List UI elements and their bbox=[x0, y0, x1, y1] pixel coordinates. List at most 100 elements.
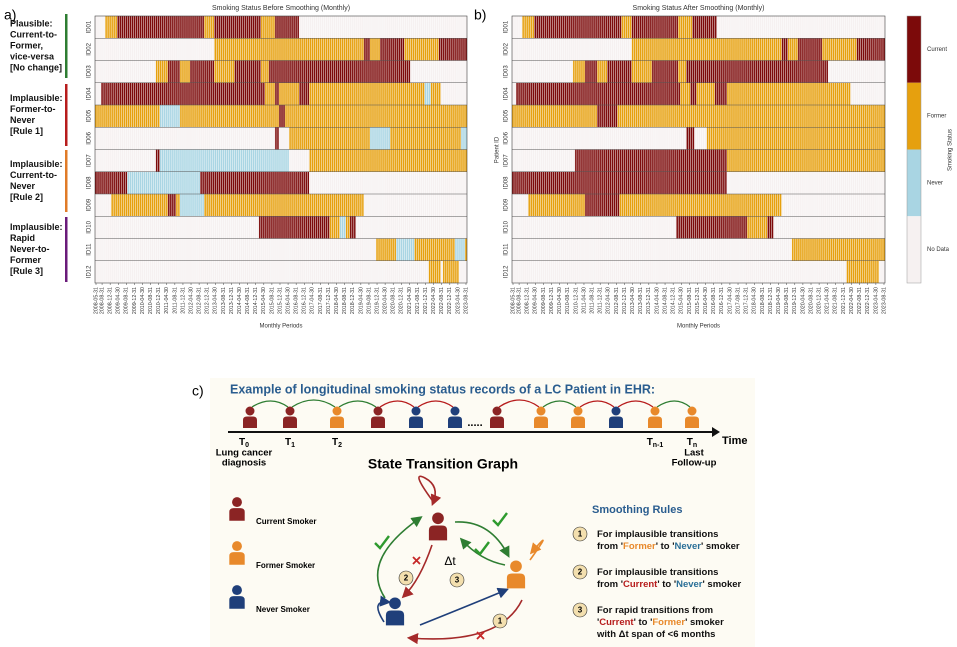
time-tick: T2 bbox=[332, 437, 342, 449]
x-tick-label: 2018-12-31 bbox=[350, 287, 356, 314]
x-tick-label: 2021-08-31 bbox=[833, 287, 839, 314]
tick-main: T bbox=[239, 437, 245, 448]
colorbar-label: Current bbox=[927, 47, 947, 53]
row-label: ID12 bbox=[504, 265, 510, 278]
annotation-line: [Rule 3] bbox=[10, 266, 43, 276]
tick-sub: n-1 bbox=[653, 442, 664, 449]
icon-head bbox=[232, 541, 242, 552]
status-segment bbox=[95, 38, 215, 61]
x-tick-label: 2016-08-31 bbox=[711, 287, 717, 314]
x-tick-label: 2022-04-30 bbox=[431, 287, 437, 314]
status-segment bbox=[234, 60, 261, 83]
rule-text: ' smoker bbox=[685, 617, 724, 628]
icon-body bbox=[609, 416, 623, 428]
rule-text: Never bbox=[675, 541, 702, 552]
rule-line: from 'Former' to 'Never' smoker bbox=[597, 541, 740, 552]
x-tick-label: 2009-08-31 bbox=[541, 287, 547, 314]
x-tick-label: 2012-04-30 bbox=[606, 287, 612, 314]
rule-line: For implausible transitions bbox=[597, 529, 718, 540]
x-tick-label: 2008-08-31 bbox=[99, 287, 105, 314]
x-tick-label: 2023-04-30 bbox=[455, 287, 461, 314]
annotation-line: [Rule 2] bbox=[10, 192, 43, 202]
x-tick-label: 2021-04-30 bbox=[825, 287, 831, 314]
row-label: ID12 bbox=[87, 265, 93, 278]
status-segment bbox=[534, 16, 622, 39]
x-tick-label: 2013-08-31 bbox=[638, 287, 644, 314]
x-tick-label: 2012-08-31 bbox=[614, 287, 620, 314]
legend-icon bbox=[229, 497, 245, 521]
row-label: ID06 bbox=[504, 131, 510, 144]
icon-body bbox=[371, 416, 385, 428]
x-tick-label: 2010-04-30 bbox=[140, 287, 146, 314]
x-tick-label: 2017-08-31 bbox=[735, 287, 741, 314]
rule-line: from 'Current' to 'Never' smoker bbox=[597, 579, 742, 590]
icon-head bbox=[492, 406, 502, 416]
icon-body bbox=[534, 416, 548, 428]
x-tick-label: 2008-12-31 bbox=[108, 287, 114, 314]
badge-label: 3 bbox=[455, 576, 460, 585]
status-segment bbox=[621, 16, 632, 39]
x-tick-label: 2019-08-31 bbox=[784, 287, 790, 314]
x-tick-label: 2022-12-31 bbox=[865, 287, 871, 314]
rule-text: from ' bbox=[597, 579, 623, 590]
row-label: ID01 bbox=[504, 20, 510, 33]
icon-body bbox=[229, 552, 245, 565]
status-segment bbox=[878, 260, 885, 283]
panel-label: c) bbox=[192, 383, 204, 399]
delta-label: Δt bbox=[444, 554, 456, 568]
row-label: ID08 bbox=[87, 176, 93, 189]
row-label: ID09 bbox=[504, 198, 510, 211]
x-tick-label: 2020-12-31 bbox=[399, 287, 405, 314]
status-segment bbox=[396, 238, 415, 261]
status-segment bbox=[696, 82, 715, 105]
icon-head bbox=[611, 406, 621, 416]
rule-text: ' to ' bbox=[634, 617, 653, 628]
x-tick-label: 2013-12-31 bbox=[229, 287, 235, 314]
status-segment bbox=[430, 82, 441, 105]
timeline-arrow bbox=[712, 427, 720, 437]
rule-line: For implausible transitions bbox=[597, 567, 718, 578]
icon-head bbox=[411, 406, 421, 416]
legend-label: Current Smoker bbox=[256, 517, 316, 526]
rule-text: Former bbox=[623, 541, 656, 552]
time-tick: Tn bbox=[687, 437, 697, 449]
icon-body bbox=[229, 508, 245, 521]
x-tick-label: 2014-04-30 bbox=[654, 287, 660, 314]
record-icon bbox=[283, 406, 297, 428]
annotation-line: [No change] bbox=[10, 62, 62, 72]
icon-body bbox=[243, 416, 257, 428]
x-tick-label: 2015-12-31 bbox=[277, 287, 283, 314]
heatmap-frame bbox=[511, 15, 886, 284]
heatmap-title: Smoking Status After Smoothing (Monthly) bbox=[633, 5, 765, 12]
icon-head bbox=[510, 560, 522, 573]
status-segment bbox=[404, 38, 439, 61]
x-tick-label: 2013-12-31 bbox=[646, 287, 652, 314]
rule-text: Never bbox=[676, 579, 703, 590]
x-tick-label: 2022-08-31 bbox=[439, 287, 445, 314]
row-label: ID07 bbox=[504, 154, 510, 167]
badge-label: 2 bbox=[404, 574, 409, 583]
tick-sub: 2 bbox=[338, 442, 342, 449]
row-label: ID02 bbox=[504, 42, 510, 55]
rule-badge bbox=[572, 602, 588, 618]
time-tick: T1 bbox=[285, 437, 295, 449]
x-tick-label: 2018-08-31 bbox=[760, 287, 766, 314]
x-tick-label: 2021-08-31 bbox=[415, 287, 421, 314]
x-tick-label: 2017-04-30 bbox=[727, 287, 733, 314]
x-tick-label: 2014-08-31 bbox=[245, 287, 251, 314]
status-segment bbox=[390, 127, 461, 150]
icon-head bbox=[332, 406, 342, 416]
row-label: ID03 bbox=[504, 65, 510, 78]
x-tick-label: 2010-04-30 bbox=[557, 287, 563, 314]
status-segment bbox=[349, 216, 356, 239]
rule-line: For rapid transitions from bbox=[597, 605, 713, 616]
x-tick-label: 2017-12-31 bbox=[744, 287, 750, 314]
x-tick-label: 2022-08-31 bbox=[857, 287, 863, 314]
status-segment bbox=[95, 260, 429, 283]
annotation-line: Implausible: bbox=[10, 93, 63, 103]
rule-text: Former bbox=[652, 617, 685, 628]
group-bar bbox=[65, 14, 68, 78]
x-tick-label: 2016-12-31 bbox=[719, 287, 725, 314]
check-marks bbox=[374, 512, 508, 556]
rule-text: with Δt span of <6 months bbox=[596, 629, 715, 640]
